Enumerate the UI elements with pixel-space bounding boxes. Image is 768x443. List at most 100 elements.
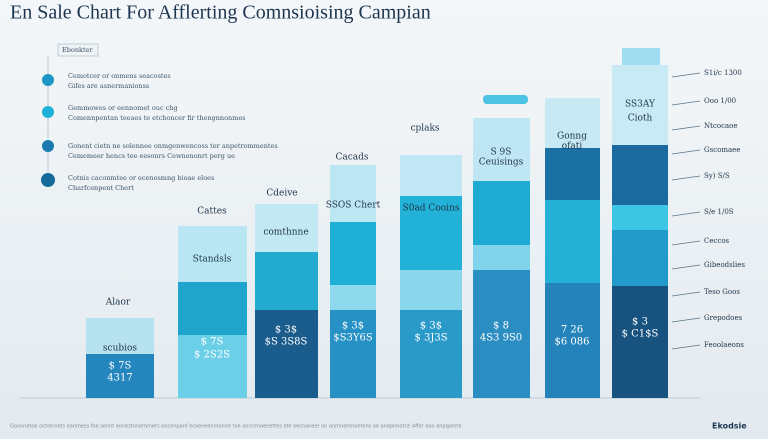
segment	[330, 165, 376, 222]
annotation: Ntcocaoe	[704, 122, 738, 130]
segment	[400, 310, 462, 398]
segment	[612, 230, 668, 286]
column-label: SS3AY	[625, 100, 656, 110]
segment	[255, 310, 318, 398]
segment	[612, 145, 668, 205]
column-inner: comthnne	[263, 228, 308, 238]
segment	[545, 283, 600, 398]
segment	[545, 148, 600, 200]
segment	[255, 252, 318, 310]
annotation: Gscomaee	[704, 146, 740, 154]
legend-text: Cotnis caconmtee or ecenosmng bioae eloe…	[68, 174, 214, 182]
column-value: $6 086	[555, 337, 590, 348]
segment	[473, 181, 530, 245]
leader-line	[671, 72, 701, 78]
segment	[545, 98, 600, 148]
legend-text: Gifes are asnermanionss	[68, 82, 149, 90]
legend-title: Ebonkter	[62, 46, 93, 54]
legend-text: Gonent cietn ne solennee onmgenwencoss t…	[68, 142, 278, 150]
segment	[330, 310, 376, 398]
segment	[86, 318, 154, 354]
legend-text: Gemmowes or eennomet ouc chg	[68, 104, 178, 112]
leader-line	[671, 264, 701, 270]
legend-items: Cemotcer or onmens seacostes Gifes are a…	[41, 72, 278, 192]
annotation: Gibeodslies	[704, 261, 745, 269]
segment	[400, 270, 462, 310]
segment	[612, 65, 668, 145]
segment	[400, 155, 462, 196]
legend-text: Charfcenpent Chert	[68, 184, 134, 192]
segment	[330, 285, 376, 310]
title: En Sale Chart For Afflerting Comnsioisin…	[10, 2, 431, 24]
legend-text: Cemotcer or onmens seacostes	[68, 72, 171, 80]
column-label: Alaor	[105, 298, 131, 308]
segment	[473, 118, 530, 181]
annotation: Feoolaeons	[704, 341, 744, 349]
leader-line	[671, 100, 701, 106]
column-value: 7 26	[561, 325, 583, 336]
column-label: Cattes	[197, 207, 227, 217]
column-label: cplaks	[410, 124, 439, 134]
footer-text: Goonnetoe ochennets eanmess foe sennt eo…	[10, 424, 461, 430]
annotation: Grepodoes	[704, 314, 743, 322]
segment	[400, 196, 462, 270]
column-value: $ 3J3S	[414, 333, 447, 344]
column-value: $ 3$	[275, 325, 297, 336]
legend-text: Comennpentan teeaes te etchoncer fir the…	[68, 114, 246, 122]
column-value: $ 3$	[420, 321, 442, 332]
leader-line	[671, 149, 701, 155]
segment	[545, 200, 600, 283]
column-label: S 9S	[491, 148, 512, 158]
segment	[473, 245, 530, 270]
annotation: Teso Goos	[704, 288, 740, 296]
segment	[255, 204, 318, 252]
annotations: S1i/c 1300 Ooo 1/00 Ntcocaoe Gscomaee Sy) S/…	[671, 69, 745, 350]
column-label: Cdeive	[266, 189, 297, 199]
legend-text: Cememeer hencs tee eesonrs Cewnenonrt pe…	[68, 152, 235, 160]
column-value: $ 7S	[201, 337, 224, 348]
leader-line	[671, 125, 701, 131]
annotation: Sy) S/S	[704, 172, 730, 180]
segment	[86, 354, 154, 398]
cap	[483, 95, 528, 104]
column-value: $ 2S2S	[194, 350, 230, 361]
column-value: 4S3 9S0	[480, 333, 522, 344]
bullet	[41, 173, 55, 187]
segment	[178, 226, 247, 282]
logo: Ekodsie	[712, 422, 747, 431]
column-inner: SSOS Chert	[326, 201, 381, 211]
segment	[178, 282, 247, 335]
segment	[473, 270, 530, 398]
column-inner: S0ad Cooins	[403, 204, 460, 214]
bars	[86, 48, 668, 398]
annotation: Ceccos	[704, 237, 730, 245]
annotation: Ooo 1/00	[704, 97, 736, 105]
legend-title-box	[57, 43, 99, 57]
annotation: S/e 1/0S	[704, 208, 734, 216]
bullet	[42, 74, 54, 86]
leader-line	[671, 317, 701, 323]
column-inner: Cioth	[628, 114, 653, 124]
column-value: $ C1$S	[622, 329, 659, 340]
column-value: $ 7S	[109, 361, 132, 372]
column-inner: Standsls	[193, 255, 232, 265]
leader-line	[671, 240, 701, 246]
annotation: S1i/c 1300	[704, 69, 742, 77]
column-value: $ 3	[632, 317, 648, 328]
column-inner: ofati	[562, 142, 583, 152]
bullet	[42, 106, 54, 118]
column-value: $S3Y6S	[333, 333, 373, 344]
leader-line	[671, 211, 701, 217]
leader-line	[671, 344, 701, 350]
column-label: Gonng	[557, 132, 587, 142]
column-value: $ 8	[493, 321, 509, 332]
leader-line	[671, 291, 701, 297]
segment	[612, 286, 668, 398]
segment	[330, 222, 376, 285]
column-value: 4317	[107, 373, 132, 384]
bullet	[42, 140, 54, 152]
column-inner: Ceuisings	[479, 158, 524, 168]
column-value: $ 3$	[342, 321, 364, 332]
column-label: Cacads	[335, 153, 368, 163]
